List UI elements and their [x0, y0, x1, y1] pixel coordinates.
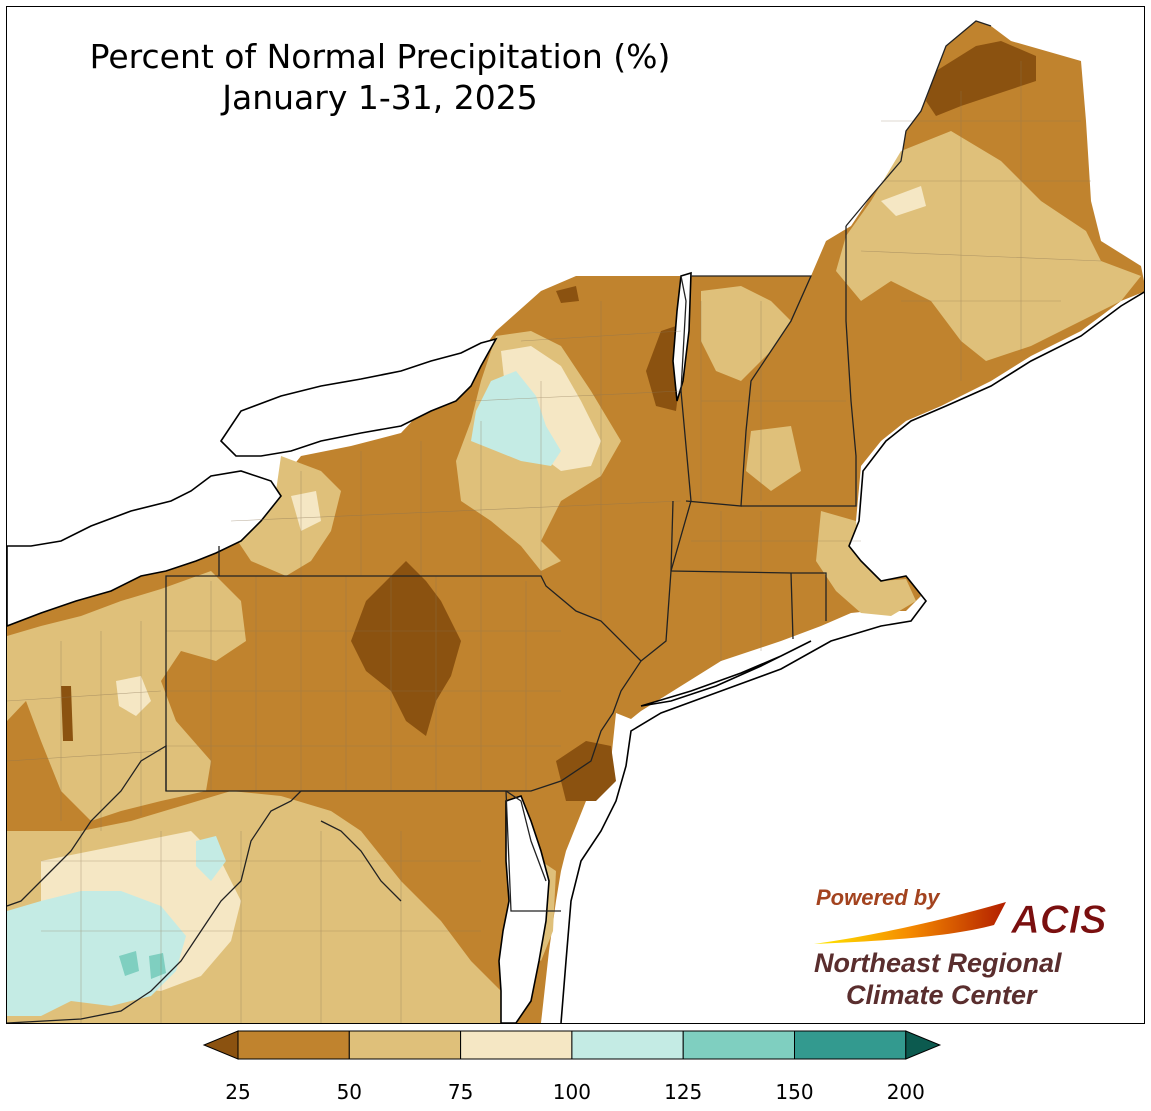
map-title: Percent of Normal Precipitation (%) — [89, 37, 671, 76]
state-borders — [7, 20, 992, 1023]
chesapeake-bay — [498, 795, 550, 1023]
zone-ny-aqua — [471, 371, 561, 466]
de-border — [505, 790, 547, 882]
legend-bin-25-50 — [237, 1030, 350, 1060]
zone-va-teal-2 — [149, 953, 166, 979]
map-frame — [6, 6, 1145, 1024]
va-md-border — [320, 820, 402, 902]
county-lines — [7, 61, 1102, 1023]
zone-vt-tan — [746, 426, 801, 491]
legend-bin-50-75 — [348, 1030, 462, 1060]
lake-ontario — [219, 337, 498, 457]
legend-tick-label: 100 — [552, 1080, 591, 1104]
ma-ct-ri-border — [670, 570, 827, 621]
legend-tick-label: 25 — [225, 1080, 251, 1104]
logo-org-line1: Northeast Regional — [814, 948, 1062, 978]
zone-125-150 — [119, 951, 166, 979]
legend-tick-label: 75 — [447, 1080, 474, 1104]
zone-nj-dark — [556, 741, 616, 801]
zone-oh-dark — [61, 686, 73, 741]
nh-me-border — [741, 226, 857, 507]
ma-border-south — [670, 500, 674, 572]
legend-tick-label: 50 — [336, 1080, 363, 1104]
map-subtitle-date: January 1-31, 2025 — [222, 78, 538, 117]
logo-org-line2: Climate Center — [846, 980, 1038, 1010]
wv-border — [7, 744, 167, 907]
legend-bin-125-150 — [682, 1030, 796, 1060]
zone-ny-dark — [556, 286, 579, 303]
legend-bin-arrow-low — [202, 1030, 239, 1060]
zone-maine-tan — [836, 131, 1141, 361]
legend-tick-label: 125 — [664, 1080, 703, 1104]
zone-nh-tan — [701, 286, 791, 381]
water-bodies — [7, 271, 1144, 1023]
coastline — [560, 291, 1144, 1023]
lake-erie — [7, 470, 282, 627]
zone-va-aqua — [196, 836, 226, 881]
logo-flame-swoosh — [814, 902, 1006, 944]
zone-va-teal-1 — [119, 951, 139, 976]
zone-100-125 — [7, 371, 561, 1016]
legend-bin-75-100 — [460, 1030, 573, 1060]
zone-pa-cream — [291, 491, 321, 531]
ct-ri-border — [790, 572, 794, 640]
atlantic-ocean — [561, 292, 1144, 1023]
zone-wv-aqua — [7, 891, 186, 1016]
zone-pa-dark — [351, 561, 461, 736]
legend-bin-100-125 — [571, 1030, 684, 1060]
zone-ny-tan — [231, 456, 341, 576]
zone-maine-cream — [881, 186, 926, 216]
md-border — [301, 790, 561, 912]
pa-border — [165, 575, 642, 792]
maine-outline — [845, 20, 992, 227]
logo-powered-by: Powered by — [816, 885, 941, 910]
precipitation-map — [7, 20, 1144, 1023]
zone-oh-cream — [116, 676, 151, 716]
va-wv-border — [7, 790, 302, 1023]
legend-bin-150-200 — [794, 1030, 907, 1060]
logo-acis: ACIS — [1010, 898, 1107, 942]
zone-ny-cream — [501, 346, 601, 471]
long-island-sound — [640, 640, 812, 707]
legend-tick-label: 150 — [775, 1080, 814, 1104]
legend-tick-label: 200 — [886, 1080, 925, 1104]
zone-below-25 — [61, 41, 1036, 801]
acis-nrcc-logo: Powered by ACIS Northeast Regional Clima… — [814, 885, 1107, 1010]
zone-maine-dark — [926, 41, 1036, 116]
legend-bin-arrow-high — [905, 1030, 942, 1060]
vt-nh-border — [685, 275, 813, 507]
zone-vt-dark — [646, 326, 681, 411]
legend-colorbar — [202, 1030, 942, 1060]
